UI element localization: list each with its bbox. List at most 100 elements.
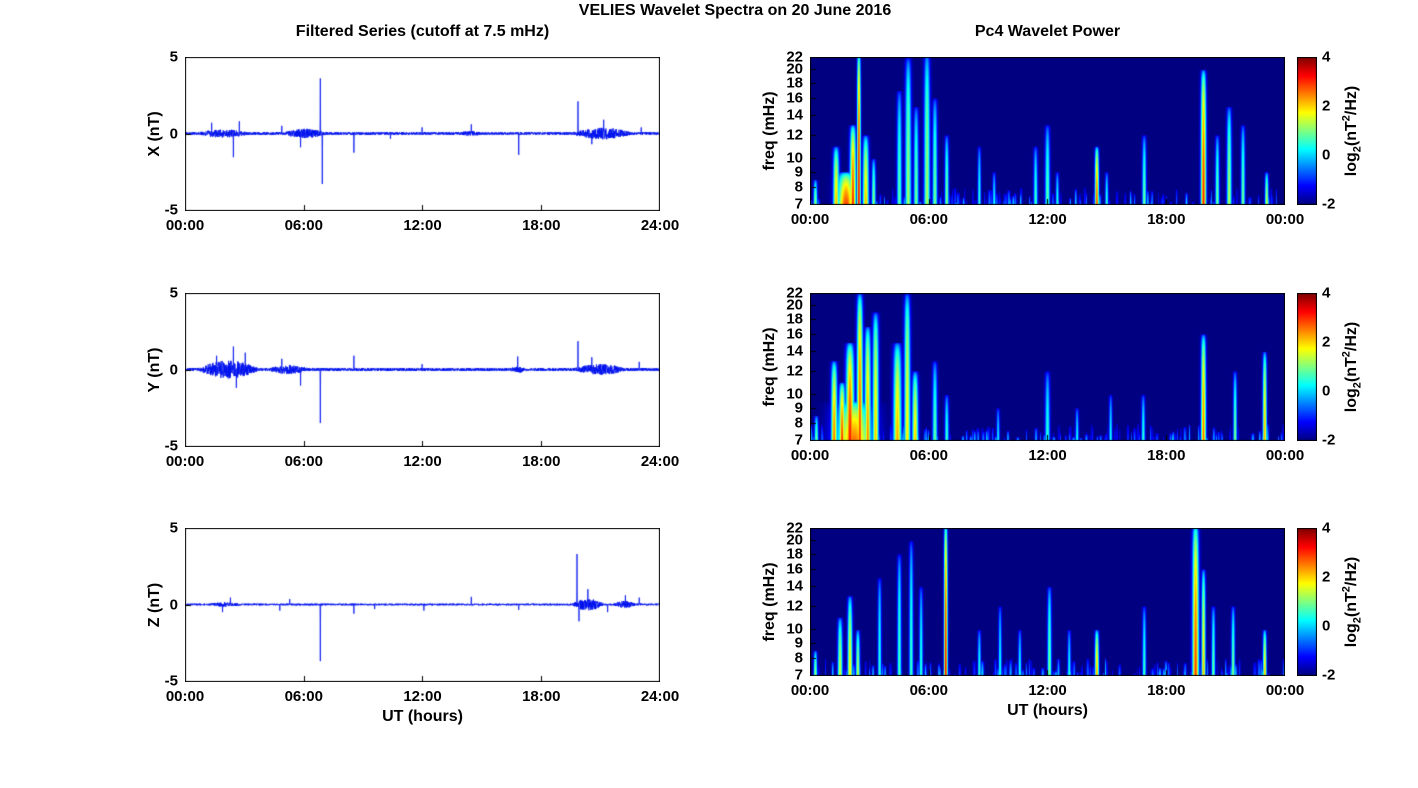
tick-label: 0 (1322, 382, 1331, 400)
tick-label: 4 (1322, 284, 1331, 302)
y-series-y-axis-label: Y (nT) (146, 347, 163, 393)
tick-label: 24:00 (640, 688, 680, 705)
colorbar-x: 4 2 0 -2 log2(nT2/Hz) (1297, 49, 1363, 213)
tick-label: -2 (1322, 431, 1336, 449)
tick-label: 24:00 (640, 217, 680, 234)
plot-y-filtered-series: 5 0 -5 00:00 06:00 12:00 18:00 24:00 Y (nT) (146, 285, 679, 471)
tick-label: 10 (786, 149, 803, 167)
tick-label: 18 (786, 74, 803, 92)
tick-label: -5 (164, 201, 178, 219)
colorbar-z: 4 2 0 -2 log2(nT2/Hz) (1297, 520, 1363, 684)
figure-title: VELIES Wavelet Spectra on 20 June 2016 (578, 2, 892, 19)
colorbar-x-gradient (1297, 57, 1317, 205)
tick-label: 0 (1322, 146, 1331, 164)
plot-y-wavelet-power: 22 20 18 16 14 12 10 9 8 7 00:00 06:00 12:00 18:00 00… (761, 285, 1304, 465)
x-filtered-series-canvas (185, 57, 660, 211)
colorbar-y: 4 2 0 -2 log2(nT2/Hz) (1297, 285, 1363, 449)
tick-label: 2 (1322, 568, 1331, 586)
right-x-axis-label: UT (hours) (1007, 702, 1088, 719)
tick-label: 22 (786, 519, 803, 537)
tick-label: 00:00 (790, 682, 830, 699)
tick-label: 00:00 (790, 447, 830, 464)
tick-label: 18:00 (522, 688, 561, 705)
tick-label: 9 (794, 634, 803, 652)
tick-label: 06:00 (284, 688, 323, 705)
colorbar-y-label: log2(nT2/Hz) (1340, 321, 1364, 413)
tick-label: 0 (169, 596, 178, 613)
tick-label: 00:00 (165, 217, 205, 234)
tick-label: 5 (169, 284, 178, 302)
tick-label: 5 (169, 48, 178, 66)
tick-label: 7 (794, 431, 803, 449)
tick-label: 18:00 (1147, 211, 1186, 228)
z-wavelet-power-canvas (810, 528, 1285, 676)
tick-label: 20 (786, 531, 803, 549)
tick-label: 12:00 (403, 217, 442, 234)
colorbar-z-label: log2(nT2/Hz) (1340, 556, 1364, 648)
colorbar-z-gradient (1297, 528, 1317, 676)
tick-label: 12 (786, 597, 803, 615)
tick-label: 4 (1322, 48, 1331, 66)
tick-label: 12:00 (403, 453, 442, 470)
tick-label: 0 (169, 361, 178, 378)
x-wavelet-power-canvas (810, 57, 1285, 205)
tick-label: 06:00 (909, 682, 948, 699)
tick-label: 18 (786, 545, 803, 563)
colorbar-y-gradient (1297, 293, 1317, 441)
tick-label: 18:00 (1147, 447, 1186, 464)
tick-label: -2 (1322, 666, 1336, 684)
tick-label: 8 (794, 414, 803, 432)
tick-label: 10 (786, 385, 803, 403)
tick-label: -2 (1322, 195, 1336, 213)
plot-x-filtered-series: 5 0 -5 00:00 06:00 12:00 18:00 24:00 X (nT) (146, 49, 679, 235)
right-column-title: Pc4 Wavelet Power (974, 23, 1121, 40)
tick-label: 12:00 (1028, 682, 1067, 699)
tick-label: 06:00 (284, 217, 323, 234)
tick-label: 22 (786, 48, 803, 66)
z-filtered-series-canvas (185, 528, 660, 682)
tick-label: 9 (794, 399, 803, 417)
left-x-axis-label: UT (hours) (382, 708, 463, 725)
tick-label: 00:00 (1265, 211, 1305, 228)
tick-label: 12 (786, 362, 803, 380)
tick-label: 14 (786, 342, 803, 360)
x-wavelet-y-axis-label: freq (mHz) (761, 91, 778, 171)
tick-label: 12:00 (403, 688, 442, 705)
z-series-y-axis-label: Z (nT) (146, 582, 163, 628)
tick-label: 06:00 (909, 447, 948, 464)
y-wavelet-y-axis-label: freq (mHz) (761, 327, 778, 407)
tick-label: 18:00 (522, 217, 561, 234)
tick-label: 12 (786, 126, 803, 144)
tick-label: 16 (786, 89, 803, 107)
tick-label: 20 (786, 296, 803, 314)
tick-label: 00:00 (790, 211, 830, 228)
y-filtered-series-canvas (185, 293, 660, 447)
plot-z-wavelet-power: 22 20 18 16 14 12 10 9 8 7 00:00 06:00 12:00 18:00 00… (761, 520, 1304, 700)
x-series-y-axis-label: X (nT) (146, 111, 163, 157)
tick-label: 12:00 (1028, 447, 1067, 464)
y-wavelet-power-canvas (810, 293, 1285, 441)
plot-z-filtered-series: 5 0 -5 00:00 06:00 12:00 18:00 24:00 Z (nT) (146, 520, 679, 706)
plot-x-wavelet-power: 22 20 18 16 14 12 10 9 8 7 00:00 06:00 12:00 18:00 00… (761, 49, 1304, 229)
tick-label: 00:00 (1265, 447, 1305, 464)
left-column-title: Filtered Series (cutoff at 7.5 mHz) (295, 23, 550, 40)
tick-label: 0 (1322, 617, 1331, 635)
tick-label: 2 (1322, 333, 1331, 351)
tick-label: -5 (164, 672, 178, 690)
tick-label: 18 (786, 310, 803, 328)
tick-label: 10 (786, 620, 803, 638)
tick-label: 7 (794, 666, 803, 684)
tick-label: 22 (786, 284, 803, 302)
tick-label: 06:00 (909, 211, 948, 228)
colorbar-x-label: log2(nT2/Hz) (1340, 85, 1364, 177)
tick-label: 8 (794, 649, 803, 667)
tick-label: 0 (169, 125, 178, 142)
tick-label: 14 (786, 577, 803, 595)
tick-label: 8 (794, 178, 803, 196)
tick-label: 06:00 (284, 453, 323, 470)
z-wavelet-y-axis-label: freq (mHz) (761, 562, 778, 642)
tick-label: 14 (786, 106, 803, 124)
tick-label: 5 (169, 519, 178, 537)
tick-label: 20 (786, 60, 803, 78)
